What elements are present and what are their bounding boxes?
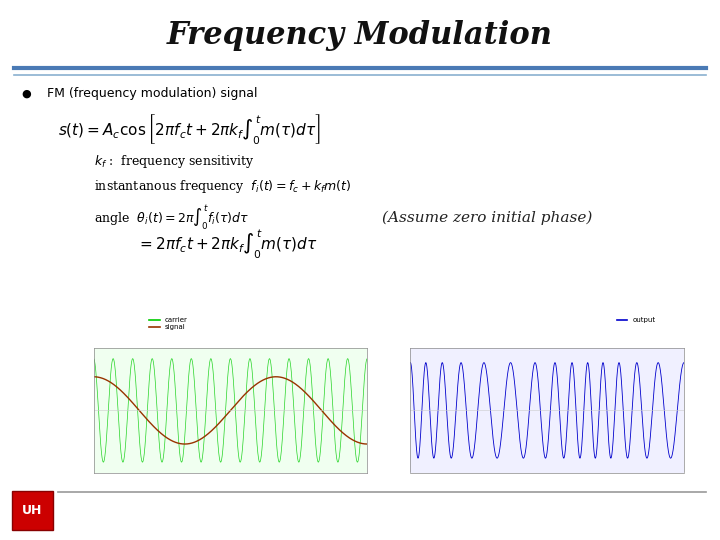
Legend: output: output: [614, 314, 659, 326]
Text: Frequency Modulation: Frequency Modulation: [167, 19, 553, 51]
Text: FM (frequency modulation) signal: FM (frequency modulation) signal: [47, 87, 257, 100]
Text: ●: ●: [22, 89, 32, 98]
Text: $k_f$ :  frequency sensitivity: $k_f$ : frequency sensitivity: [94, 153, 254, 171]
Legend: carrier, signal: carrier, signal: [146, 314, 191, 333]
FancyBboxPatch shape: [12, 491, 53, 530]
Text: (Assume zero initial phase): (Assume zero initial phase): [382, 211, 592, 225]
Text: $s(t) = A_c \cos\left[2\pi f_c t + 2\pi k_f \int_0^t m(\tau)d\tau\right]$: $s(t) = A_c \cos\left[2\pi f_c t + 2\pi …: [58, 112, 320, 145]
Text: UH: UH: [22, 504, 42, 517]
Text: angle  $\theta_i(t) = 2\pi\int_0^t f_i(\tau)d\tau$: angle $\theta_i(t) = 2\pi\int_0^t f_i(\t…: [94, 203, 249, 232]
Text: instantanous frequency  $f_i(t) = f_c + k_f m(t)$: instantanous frequency $f_i(t) = f_c + k…: [94, 178, 351, 195]
Text: $= 2\pi f_c t + 2\pi k_f \int_0^t m(\tau)d\tau$: $= 2\pi f_c t + 2\pi k_f \int_0^t m(\tau…: [137, 227, 318, 261]
